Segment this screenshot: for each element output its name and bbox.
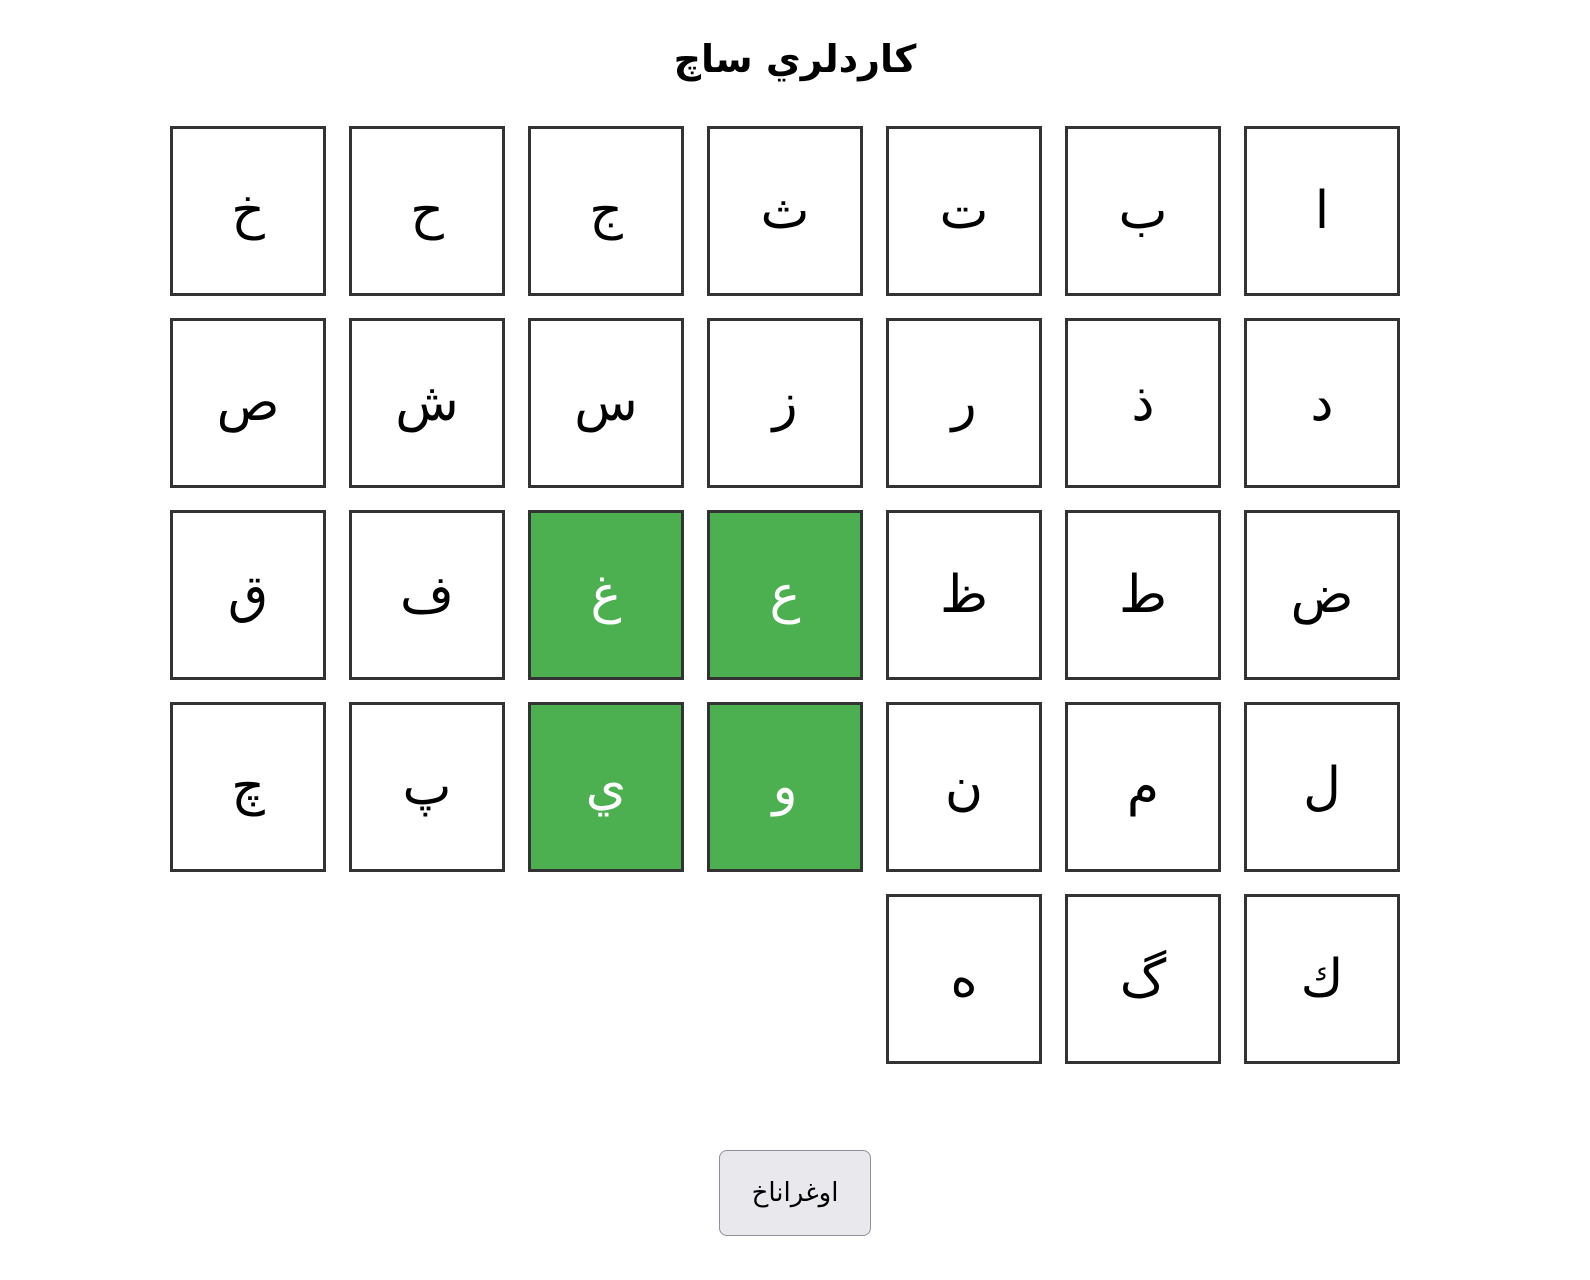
reset-button[interactable]: اوغراناخ (719, 1150, 871, 1236)
letter-cell[interactable]: ذ (1065, 318, 1221, 488)
page-title: كاردلري ساچ (673, 37, 917, 82)
letter-cell[interactable]: ق (170, 510, 326, 680)
letter-cell[interactable]: ص (170, 318, 326, 488)
letter-cell[interactable]: ر (886, 318, 1042, 488)
letter-cell[interactable]: ج (528, 126, 684, 296)
letter-cell[interactable]: ن (886, 702, 1042, 872)
letter-cell[interactable]: د (1244, 318, 1400, 488)
letter-cell[interactable]: پ (349, 702, 505, 872)
footer-bar: اوغراناخ (0, 1150, 1590, 1236)
letter-cell[interactable]: ل (1244, 702, 1400, 872)
letter-cell[interactable]: ب (1065, 126, 1221, 296)
letter-cell[interactable]: گ (1065, 894, 1221, 1064)
letter-cell[interactable]: ف (349, 510, 505, 680)
letter-cell[interactable]: م (1065, 702, 1221, 872)
letter-cell[interactable]: ث (707, 126, 863, 296)
letter-cell[interactable]: خ (170, 126, 326, 296)
letter-cell[interactable]: ح (349, 126, 505, 296)
letter-cell[interactable]: و (707, 702, 863, 872)
letter-cell[interactable]: ع (707, 510, 863, 680)
letter-cell[interactable]: ش (349, 318, 505, 488)
letter-cell[interactable]: ت (886, 126, 1042, 296)
letter-cell[interactable]: غ (528, 510, 684, 680)
letter-cell[interactable]: ك (1244, 894, 1400, 1064)
letter-cell[interactable]: ه (886, 894, 1042, 1064)
letter-cell[interactable]: س (528, 318, 684, 488)
letter-cell[interactable]: چ (170, 702, 326, 872)
letter-cell[interactable]: ض (1244, 510, 1400, 680)
letter-cell[interactable]: ط (1065, 510, 1221, 680)
letter-cell[interactable]: ز (707, 318, 863, 488)
letter-cell[interactable]: ي (528, 702, 684, 872)
letter-cell[interactable]: ظ (886, 510, 1042, 680)
letter-cell[interactable]: ا (1244, 126, 1400, 296)
